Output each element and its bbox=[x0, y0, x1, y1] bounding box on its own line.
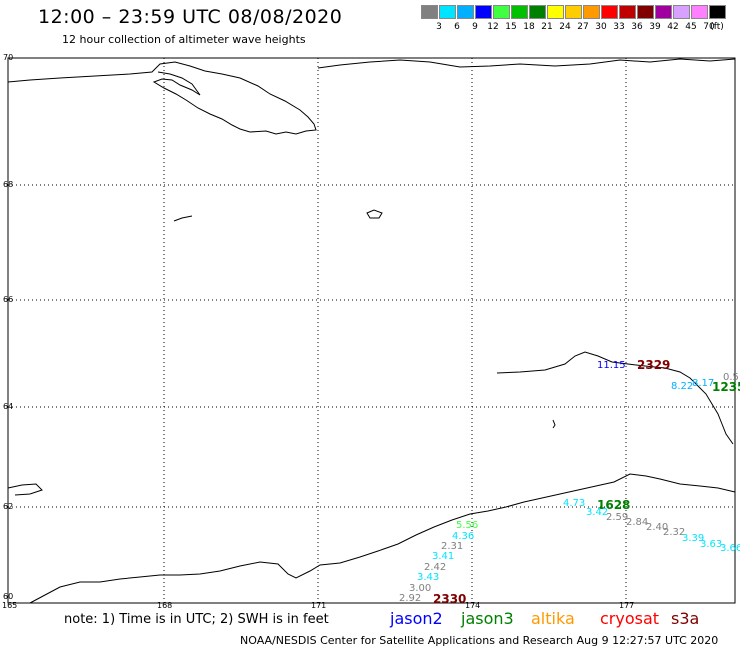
wave-height-label: 2.40 bbox=[646, 522, 669, 533]
scale-label: 21 bbox=[541, 22, 553, 32]
scale-swatch bbox=[655, 5, 672, 19]
lat-label: 66 bbox=[3, 295, 14, 304]
lon-label: 165 bbox=[2, 601, 18, 610]
island-1 bbox=[366, 209, 383, 219]
wave-height-label: 2.31 bbox=[441, 541, 464, 552]
scale-label: 45 bbox=[685, 22, 697, 32]
satellite-legend-item: jason2 bbox=[390, 609, 443, 628]
lat-label: 68 bbox=[3, 180, 14, 189]
wave-height-label: 3.00 bbox=[409, 583, 432, 594]
satellite-legend-item: s3a bbox=[671, 609, 700, 628]
scale-swatch bbox=[529, 5, 546, 19]
lon-label: 171 bbox=[311, 601, 327, 610]
satellite-legend-item: altika bbox=[531, 609, 575, 628]
wave-height-label: 3.42 bbox=[586, 507, 609, 518]
scale-swatch bbox=[457, 5, 474, 19]
wave-height-label: 2.32 bbox=[663, 527, 686, 538]
wave-height-label: 2.42 bbox=[424, 562, 447, 573]
scale-swatch bbox=[475, 5, 492, 19]
island-3 bbox=[552, 419, 556, 429]
lat-label: 62 bbox=[3, 502, 14, 511]
scale-swatch bbox=[619, 5, 636, 19]
scale-unit: (ft) bbox=[710, 22, 724, 32]
wave-height-label: 11.15 bbox=[597, 360, 626, 371]
wave-height-label: 2.84 bbox=[626, 517, 649, 528]
lat-label: 60 bbox=[3, 592, 14, 601]
scale-swatch bbox=[511, 5, 528, 19]
scale-swatch bbox=[673, 5, 690, 19]
coast-west-fragment bbox=[7, 483, 43, 496]
scale-label: 18 bbox=[523, 22, 535, 32]
footnote: note: 1) Time is in UTC; 2) SWH is in fe… bbox=[64, 612, 329, 627]
wave-height-label: 8.17 bbox=[692, 378, 715, 389]
lon-label: 177 bbox=[619, 601, 635, 610]
wave-height-label: 4.73 bbox=[563, 498, 586, 509]
scale-label: 42 bbox=[667, 22, 679, 32]
satellite-legend-item: cryosat bbox=[600, 609, 660, 628]
wave-height-label: 3.41 bbox=[432, 551, 455, 562]
page-title: 12:00 – 23:59 UTC 08/08/2020 bbox=[38, 6, 343, 28]
graticule bbox=[8, 58, 735, 603]
lat-label: 70 bbox=[3, 53, 14, 62]
lat-label: 64 bbox=[3, 402, 14, 411]
coast-north-chukotka bbox=[7, 61, 317, 135]
scale-swatch bbox=[421, 5, 438, 19]
scale-label: 15 bbox=[505, 22, 517, 32]
scale-swatch bbox=[439, 5, 456, 19]
observation-time-label: 1235 bbox=[712, 380, 740, 394]
scale-label: 24 bbox=[559, 22, 571, 32]
lon-label: 168 bbox=[157, 601, 173, 610]
credits-footer: NOAA/NESDIS Center for Satellite Applica… bbox=[240, 634, 719, 647]
scale-label: 9 bbox=[472, 22, 478, 32]
wave-height-label: 3.43 bbox=[417, 572, 440, 583]
wave-height-label: 3.63 bbox=[700, 539, 723, 550]
scale-swatch bbox=[601, 5, 618, 19]
scale-label: 39 bbox=[649, 22, 661, 32]
wave-height-label: 3.39 bbox=[682, 533, 705, 544]
observation-time-label: 2330 bbox=[433, 592, 467, 606]
scale-label: 27 bbox=[577, 22, 589, 32]
scale-swatch bbox=[583, 5, 600, 19]
scale-label: 33 bbox=[613, 22, 625, 32]
map-frame bbox=[7, 57, 736, 604]
scale-swatch bbox=[547, 5, 564, 19]
scale-swatch bbox=[691, 5, 708, 19]
wave-height-label: 3.66 bbox=[720, 543, 740, 554]
scale-label: 3 bbox=[436, 22, 442, 32]
coast-south bbox=[29, 473, 736, 604]
wave-height-label: 2.59 bbox=[606, 512, 629, 523]
scale-label: 36 bbox=[631, 22, 643, 32]
coastline bbox=[7, 58, 736, 604]
satellite-legend-item: jason3 bbox=[461, 609, 514, 628]
wave-height-label: 8.22 bbox=[671, 381, 694, 392]
wave-height-label: 5.56 bbox=[456, 520, 479, 531]
scale-swatch bbox=[709, 5, 726, 19]
scale-swatch bbox=[637, 5, 654, 19]
island-2 bbox=[173, 215, 193, 222]
scale-swatch bbox=[565, 5, 582, 19]
scale-label: 30 bbox=[595, 22, 607, 32]
observation-time-label: 1628 bbox=[597, 498, 631, 512]
wave-height-label: 0.5 bbox=[723, 372, 739, 383]
coast-north-east bbox=[317, 58, 736, 69]
page-subtitle: 12 hour collection of altimeter wave hei… bbox=[62, 33, 306, 46]
wave-height-label: 2.92 bbox=[399, 593, 422, 604]
wave-height-label: 4.36 bbox=[452, 531, 475, 542]
scale-label: 70 bbox=[703, 22, 715, 32]
lon-label: 174 bbox=[465, 601, 481, 610]
scale-label: 6 bbox=[454, 22, 460, 32]
scale-label: 12 bbox=[487, 22, 499, 32]
observation-time-label: 2329 bbox=[637, 358, 671, 372]
coast-gulf bbox=[496, 351, 734, 445]
scale-swatch bbox=[493, 5, 510, 19]
